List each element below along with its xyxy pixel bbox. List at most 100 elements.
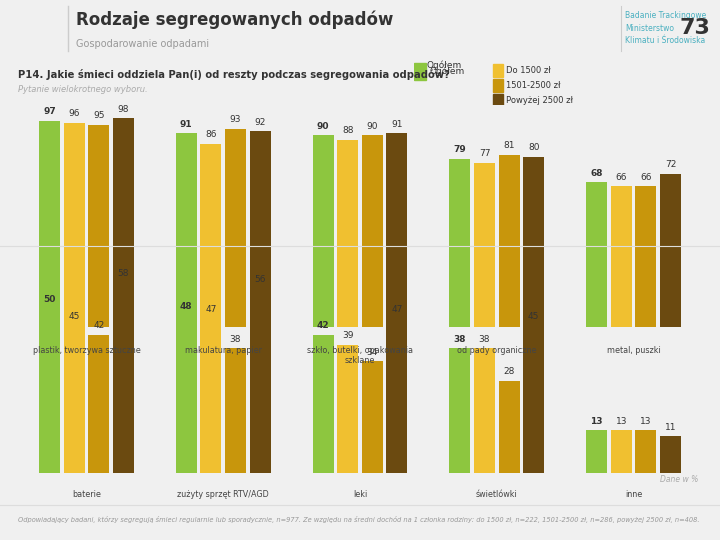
Text: 47: 47	[391, 305, 402, 314]
Text: 86: 86	[205, 130, 217, 139]
Text: Dane w %: Dane w %	[660, 475, 698, 484]
Text: 42: 42	[317, 321, 329, 330]
Bar	[660, 436, 681, 472]
Bar	[113, 118, 134, 327]
Text: 73: 73	[680, 18, 710, 38]
Bar	[362, 136, 383, 327]
Text: baterie: baterie	[72, 490, 101, 500]
Text: 91: 91	[391, 120, 402, 129]
Text: 45: 45	[528, 312, 539, 321]
Bar	[250, 131, 271, 327]
Text: 1501-2500 zł: 1501-2500 zł	[505, 81, 560, 90]
Bar	[586, 182, 607, 327]
Bar	[611, 186, 631, 327]
Text: inne: inne	[625, 490, 642, 500]
Text: 90: 90	[366, 122, 378, 131]
Text: Odpowiadający badani, którzy segregują śmieci regularnie lub sporadycznie, n=977: Odpowiadający badani, którzy segregują ś…	[18, 516, 700, 523]
Text: 39: 39	[342, 331, 354, 340]
Bar	[449, 159, 470, 327]
Bar	[362, 361, 383, 472]
Text: zużyty sprzęt RTV/AGD: zużyty sprzęt RTV/AGD	[177, 490, 269, 500]
Text: 58: 58	[117, 269, 129, 278]
Text: 88: 88	[342, 126, 354, 135]
Bar	[414, 63, 426, 80]
Text: 77: 77	[479, 150, 490, 158]
Bar	[39, 308, 60, 472]
Text: 68: 68	[590, 168, 603, 178]
Text: Badanie Trackingowe
Ministerstwo
Klimatu i Środowiska: Badanie Trackingowe Ministerstwo Klimatu…	[625, 11, 706, 45]
Text: 92: 92	[254, 118, 266, 126]
Text: 45: 45	[68, 312, 80, 321]
Text: makulatura, papier: makulatura, papier	[185, 346, 261, 355]
Text: 80: 80	[528, 143, 539, 152]
Text: 56: 56	[254, 275, 266, 285]
Text: Powyżej 2500 zł: Powyżej 2500 zł	[505, 96, 573, 105]
Text: 38: 38	[230, 335, 241, 343]
Text: 13: 13	[640, 416, 652, 426]
Text: 66: 66	[616, 173, 627, 182]
Bar	[176, 315, 197, 472]
Text: 79: 79	[454, 145, 467, 154]
Text: szkło, butelki, opakowania
szklane: szkło, butelki, opakowania szklane	[307, 346, 413, 365]
Bar	[586, 430, 607, 472]
Bar	[176, 133, 197, 327]
Bar	[660, 174, 681, 327]
Bar	[449, 348, 470, 472]
Text: 98: 98	[117, 105, 129, 114]
Text: 42: 42	[93, 321, 104, 330]
Bar	[225, 348, 246, 472]
Text: Ogółem: Ogółem	[427, 60, 462, 70]
Text: 96: 96	[68, 109, 80, 118]
Bar	[63, 325, 84, 472]
Bar	[493, 64, 503, 77]
Text: od pady organiczne: od pady organiczne	[457, 346, 536, 355]
Bar	[493, 94, 503, 107]
Text: P14. Jakie śmieci oddziela Pan(i) od reszty podczas segregowania odpadów?: P14. Jakie śmieci oddziela Pan(i) od res…	[18, 69, 450, 80]
Bar	[387, 133, 408, 327]
Text: 48: 48	[180, 302, 192, 310]
Text: Pytanie wielokrotnego wyboru.: Pytanie wielokrotnego wyboru.	[18, 85, 148, 94]
Bar	[337, 140, 358, 327]
Bar	[499, 381, 520, 472]
Text: Gospodarowanie odpadami: Gospodarowanie odpadami	[76, 39, 209, 49]
Text: 50: 50	[43, 295, 55, 304]
Text: 34: 34	[366, 348, 378, 356]
Text: 38: 38	[454, 335, 466, 343]
Bar	[474, 348, 495, 472]
Text: 11: 11	[665, 423, 676, 432]
Bar	[337, 345, 358, 472]
Bar	[523, 157, 544, 327]
Bar	[63, 123, 84, 327]
Bar	[636, 186, 657, 327]
Bar	[312, 136, 333, 327]
Bar	[611, 430, 631, 472]
Text: 28: 28	[503, 367, 515, 376]
Text: 81: 81	[503, 141, 515, 150]
Text: 66: 66	[640, 173, 652, 182]
Bar	[523, 325, 544, 472]
Text: 72: 72	[665, 160, 676, 169]
Bar	[312, 335, 333, 472]
Text: leki: leki	[353, 490, 367, 500]
Bar	[113, 282, 134, 472]
Bar	[636, 430, 657, 472]
Bar	[499, 154, 520, 327]
Text: 90: 90	[317, 122, 329, 131]
Bar	[225, 129, 246, 327]
Text: Rodzaje segregowanych odpadów: Rodzaje segregowanych odpadów	[76, 11, 393, 29]
Bar	[89, 125, 109, 327]
Bar	[89, 335, 109, 472]
Text: plastik, tworzywa sztuczne: plastik, tworzywa sztuczne	[32, 346, 140, 355]
Bar	[200, 318, 221, 472]
Text: 95: 95	[93, 111, 104, 120]
Bar	[474, 163, 495, 327]
Text: metal, puszki: metal, puszki	[607, 346, 660, 355]
Text: 91: 91	[180, 120, 192, 129]
Text: 47: 47	[205, 305, 217, 314]
Bar	[493, 79, 503, 92]
Bar	[250, 289, 271, 472]
Text: Ogółem: Ogółem	[429, 66, 464, 76]
Text: świetlówki: świetlówki	[476, 490, 518, 500]
Text: 13: 13	[590, 416, 603, 426]
Text: Do 1500 zł: Do 1500 zł	[505, 66, 551, 75]
